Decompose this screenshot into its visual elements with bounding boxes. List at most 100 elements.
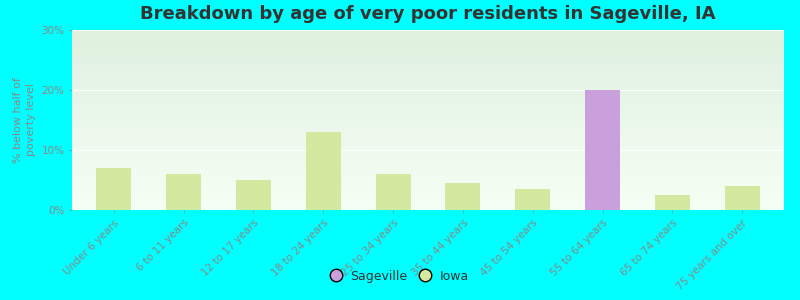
Bar xyxy=(72,199,784,201)
Bar xyxy=(72,48,784,50)
Bar xyxy=(72,39,784,41)
Bar xyxy=(376,174,410,210)
Bar xyxy=(97,168,131,210)
Bar xyxy=(72,163,784,165)
Bar xyxy=(72,143,784,145)
Bar xyxy=(72,192,784,194)
Bar xyxy=(72,185,784,187)
Bar xyxy=(725,186,759,210)
Bar xyxy=(72,95,784,97)
Bar xyxy=(72,55,784,57)
Bar xyxy=(72,201,784,203)
Bar xyxy=(72,64,784,66)
Bar xyxy=(72,181,784,183)
Bar xyxy=(72,149,784,151)
Bar xyxy=(72,41,784,43)
Bar xyxy=(72,62,784,64)
Bar xyxy=(72,84,784,86)
Bar xyxy=(72,178,784,179)
Bar xyxy=(446,183,480,210)
Bar xyxy=(72,167,784,169)
Title: Breakdown by age of very poor residents in Sageville, IA: Breakdown by age of very poor residents … xyxy=(140,5,716,23)
Bar xyxy=(72,109,784,111)
Bar xyxy=(72,111,784,113)
Bar xyxy=(72,188,784,190)
Bar xyxy=(72,52,784,53)
Bar xyxy=(72,30,784,32)
Bar xyxy=(236,180,271,210)
Bar xyxy=(306,132,341,210)
Bar xyxy=(72,70,784,71)
Bar xyxy=(72,156,784,158)
Bar xyxy=(72,206,784,208)
Bar xyxy=(72,118,784,120)
Bar xyxy=(72,91,784,93)
Bar xyxy=(72,88,784,89)
Bar xyxy=(585,90,620,210)
Bar xyxy=(72,165,784,167)
Bar xyxy=(72,80,784,82)
Bar xyxy=(72,120,784,122)
Bar xyxy=(72,93,784,95)
Bar xyxy=(72,68,784,70)
Bar xyxy=(72,43,784,44)
Bar xyxy=(72,176,784,178)
Bar xyxy=(72,122,784,124)
Bar xyxy=(72,77,784,79)
Bar xyxy=(72,131,784,133)
Bar xyxy=(72,169,784,170)
Bar xyxy=(72,190,784,192)
Bar xyxy=(72,183,784,185)
Bar xyxy=(72,116,784,118)
Bar xyxy=(72,82,784,84)
Bar xyxy=(72,205,784,206)
Bar xyxy=(72,179,784,181)
Bar xyxy=(72,203,784,205)
Y-axis label: % below half of
poverty level: % below half of poverty level xyxy=(13,77,36,163)
Bar xyxy=(72,34,784,35)
Bar xyxy=(72,160,784,161)
Bar xyxy=(72,107,784,109)
Bar xyxy=(72,66,784,68)
Bar xyxy=(72,113,784,115)
Bar xyxy=(72,151,784,152)
Bar xyxy=(72,86,784,88)
Bar xyxy=(72,158,784,160)
Bar xyxy=(72,140,784,142)
Bar xyxy=(515,189,550,210)
Bar xyxy=(72,53,784,55)
Bar xyxy=(72,147,784,149)
Bar xyxy=(72,79,784,80)
Bar xyxy=(72,127,784,129)
Bar xyxy=(72,44,784,46)
Bar xyxy=(72,98,784,100)
Bar xyxy=(72,125,784,127)
Bar xyxy=(655,195,690,210)
Bar xyxy=(72,142,784,143)
Bar xyxy=(72,97,784,98)
Bar xyxy=(72,194,784,196)
Bar xyxy=(72,187,784,188)
Bar xyxy=(72,129,784,131)
Bar xyxy=(72,172,784,174)
Bar xyxy=(72,61,784,62)
Bar xyxy=(72,115,784,116)
Bar xyxy=(72,136,784,138)
Bar xyxy=(72,197,784,199)
Bar xyxy=(72,32,784,34)
Legend: Sageville, Iowa: Sageville, Iowa xyxy=(326,265,474,288)
Bar xyxy=(72,154,784,156)
Bar xyxy=(72,208,784,210)
Bar xyxy=(72,89,784,91)
Bar xyxy=(72,46,784,48)
Bar xyxy=(585,186,620,210)
Bar xyxy=(72,174,784,176)
Bar xyxy=(72,145,784,147)
Bar xyxy=(72,134,784,136)
Bar xyxy=(72,133,784,134)
Bar xyxy=(72,35,784,37)
Bar xyxy=(72,50,784,52)
Bar xyxy=(72,75,784,77)
Bar xyxy=(72,57,784,59)
Bar xyxy=(72,102,784,104)
